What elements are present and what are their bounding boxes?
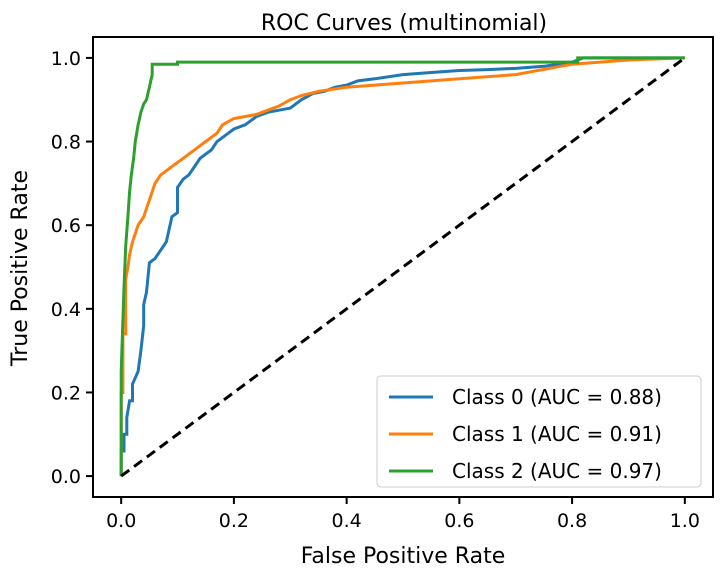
y-tick-label: 0.8 xyxy=(51,132,81,154)
y-tick-label: 0.2 xyxy=(51,382,81,404)
y-axis-label: True Positive Rate xyxy=(8,170,33,367)
y-tick-label: 1.0 xyxy=(51,48,81,70)
y-tick-label: 0.4 xyxy=(51,299,81,321)
series-line-0 xyxy=(119,56,685,477)
legend-label-1: Class 1 (AUC = 0.91) xyxy=(452,422,662,446)
series-layer xyxy=(119,56,686,478)
legend-label-0: Class 0 (AUC = 0.88) xyxy=(452,385,662,409)
x-tick-label: 0.0 xyxy=(106,510,136,532)
legend-label-2: Class 2 (AUC = 0.97) xyxy=(452,459,662,483)
legend-box xyxy=(376,375,702,488)
x-tick-label: 0.2 xyxy=(219,510,249,532)
chart-title: ROC Curves (multinomial) xyxy=(261,11,547,36)
legend: Class 0 (AUC = 0.88) Class 1 (AUC = 0.91)… xyxy=(376,375,702,488)
chance-diagonal-line xyxy=(120,56,686,478)
y-tick-label: 0.6 xyxy=(51,215,81,237)
x-axis-label: False Positive Rate xyxy=(301,544,505,569)
x-tick-label: 0.8 xyxy=(557,510,587,532)
y-tick-label: 0.0 xyxy=(51,466,81,488)
series-line-2 xyxy=(119,56,685,477)
x-tick-label: 0.6 xyxy=(444,510,474,532)
series-line-1 xyxy=(119,56,685,477)
x-tick-label: 1.0 xyxy=(670,510,700,532)
ticks-layer: 0.0 0.2 0.4 0.6 0.8 1.0 0.0 0.2 0.4 0.6 0.8 1.0 xyxy=(51,48,700,532)
x-tick-label: 0.4 xyxy=(332,510,362,532)
plot-frame xyxy=(92,36,714,498)
